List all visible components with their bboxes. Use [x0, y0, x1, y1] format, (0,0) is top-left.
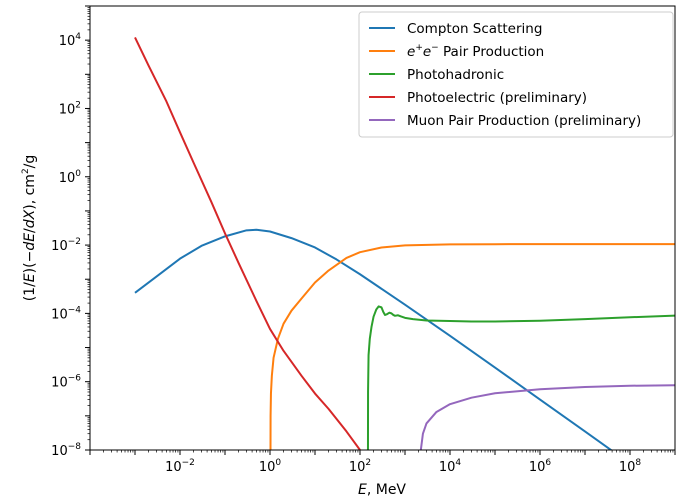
series-line-e-plus-e-minus-pair-production [269, 243, 675, 450]
legend-label-photoelectric: Photoelectric (preliminary) [407, 90, 587, 106]
y-tick-label: 104 [59, 32, 82, 49]
plot-frame [89, 5, 676, 451]
y-tick-label: 100 [59, 169, 82, 186]
legend-label-photohadronic: Photohadronic [407, 67, 504, 83]
x-tick-label: 108 [619, 458, 642, 475]
x-axis-ticks: 10−2 100 102 104 106 108 [89, 450, 676, 475]
y-tick-label: 102 [59, 100, 81, 117]
x-tick-label: 106 [529, 458, 552, 475]
x-tick-label: 104 [439, 458, 462, 475]
legend-label-pair-production: e+e− Pair Production [407, 43, 544, 60]
x-axis-label: E, MeV [358, 482, 406, 498]
series-layer [134, 37, 675, 450]
y-axis-ticks: 10−8 10−6 10−4 10−2 100 102 104 [51, 5, 90, 459]
legend-label-compton: Compton Scattering [407, 21, 542, 37]
legend: Compton Scattering e+e− Pair Production … [358, 11, 674, 138]
y-axis-label: (1/E)(−dE/dX), cm2/g [21, 155, 38, 302]
y-tick-label: 10−6 [51, 374, 81, 391]
y-tick-label: 10−8 [51, 442, 81, 459]
series-line-muon-pair-production-preliminary [419, 384, 675, 450]
series-line-compton-scattering [134, 228, 613, 450]
series-line-photoelectric-preliminary [134, 37, 361, 450]
x-tick-label: 100 [259, 458, 282, 475]
y-tick-label: 10−4 [51, 305, 81, 322]
legend-box [358, 11, 674, 138]
x-tick-label: 10−2 [165, 458, 195, 475]
y-tick-label: 10−2 [51, 237, 81, 254]
legend-label-muon-pair: Muon Pair Production (preliminary) [407, 113, 641, 129]
x-tick-label: 102 [349, 458, 371, 475]
series-line-photohadronic [366, 305, 675, 450]
